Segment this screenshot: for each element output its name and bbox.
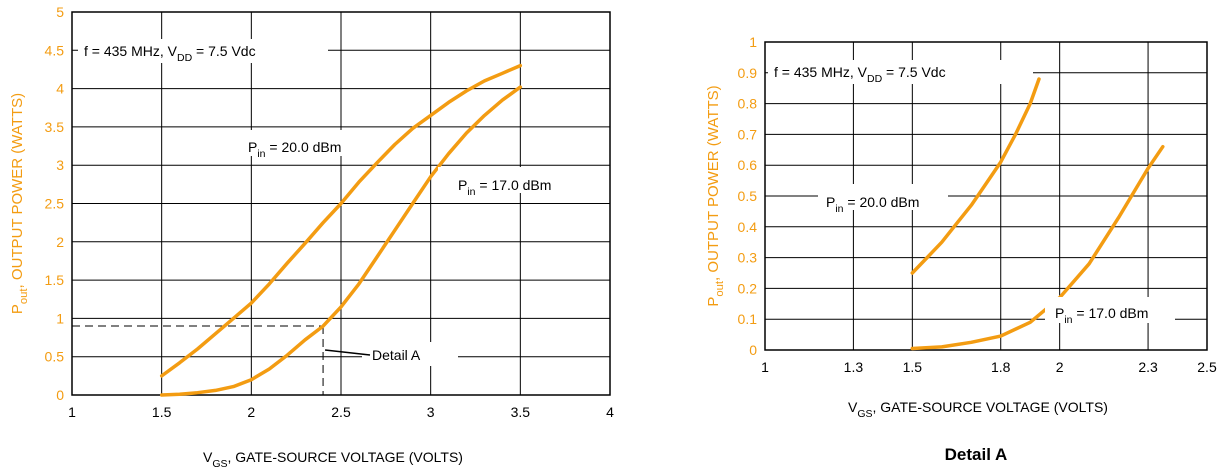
y-tick-label: 5	[56, 4, 64, 20]
y-tick-label: 0.1	[738, 311, 758, 327]
y-tick-label: 0.7	[738, 126, 758, 142]
x-tick-label: 4	[606, 404, 614, 420]
plot-frame	[764, 41, 1208, 351]
y-tick-label: 4	[56, 81, 64, 97]
detail-label-bg	[362, 342, 458, 366]
y-tick-label: 3.5	[45, 119, 65, 135]
x-tick-label: 2.5	[331, 404, 351, 420]
x-tick-label: 2.5	[1197, 359, 1217, 375]
conditions-annotation: f = 435 MHz, VDD = 7.5 Vdc	[774, 64, 946, 85]
chart-title: Detail A	[945, 445, 1008, 464]
series-label-bg	[234, 130, 364, 156]
x-tick-label: 2	[247, 404, 255, 420]
series-line	[159, 63, 523, 378]
x-axis-label: VGS, GATE-SOURCE VOLTAGE (VOLTS)	[848, 399, 1108, 420]
x-tick-label: 2.3	[1138, 359, 1158, 375]
y-tick-label: 0.3	[738, 250, 758, 266]
series-line	[910, 77, 1041, 275]
y-tick-label: 0	[56, 387, 64, 403]
y-axis-label: Pout, OUTPUT POWER (WATTS)	[9, 93, 30, 314]
y-tick-label: 0.4	[738, 219, 758, 235]
series-label: Pin = 20.0 dBm	[248, 139, 341, 160]
y-tick-label: 2	[56, 234, 64, 250]
x-tick-label: 1	[761, 359, 769, 375]
x-tick-label: 1.8	[991, 359, 1011, 375]
x-tick-label: 1	[68, 404, 76, 420]
x-axis-label: VGS, GATE-SOURCE VOLTAGE (VOLTS)	[203, 449, 463, 470]
y-tick-label: 3	[56, 157, 64, 173]
series-line	[159, 85, 523, 397]
series-label: Pin = 17.0 dBm	[458, 177, 551, 198]
y-tick-label: 2.5	[45, 196, 65, 212]
x-tick-label: 2	[1056, 359, 1064, 375]
series-label-bg	[1045, 297, 1175, 323]
y-tick-label: 4.5	[45, 42, 65, 58]
plot-frame	[71, 11, 611, 396]
y-tick-label: 0	[749, 342, 757, 358]
x-tick-label: 1.5	[903, 359, 923, 375]
y-tick-label: 0.8	[738, 96, 758, 112]
series-label-bg	[438, 167, 568, 193]
x-tick-label: 3.5	[511, 404, 531, 420]
y-axis-label: Pout, OUTPUT POWER (WATTS)	[705, 85, 726, 306]
detail-a-label: Detail A	[372, 347, 421, 363]
annotation-bg	[78, 39, 328, 63]
conditions-annotation: f = 435 MHz, VDD = 7.5 Vdc	[84, 43, 256, 64]
series-label-bg	[818, 184, 948, 210]
series-line	[910, 144, 1165, 351]
y-tick-label: 0.6	[738, 157, 758, 173]
x-tick-label: 3	[427, 404, 435, 420]
y-tick-label: 1.5	[45, 272, 65, 288]
y-tick-label: 0.5	[45, 349, 65, 365]
y-tick-label: 0.2	[738, 280, 758, 296]
series-label: Pin = 17.0 dBm	[1055, 305, 1148, 326]
x-tick-label: 1.3	[844, 359, 864, 375]
annotation-bg	[768, 60, 1033, 84]
series-label: Pin = 20.0 dBm	[826, 194, 919, 215]
y-tick-label: 1	[56, 310, 64, 326]
y-tick-label: 0.5	[738, 188, 758, 204]
detail-leader	[324, 349, 371, 356]
y-tick-label: 0.9	[738, 65, 758, 81]
x-tick-label: 1.5	[152, 404, 172, 420]
y-tick-label: 1	[749, 34, 757, 50]
